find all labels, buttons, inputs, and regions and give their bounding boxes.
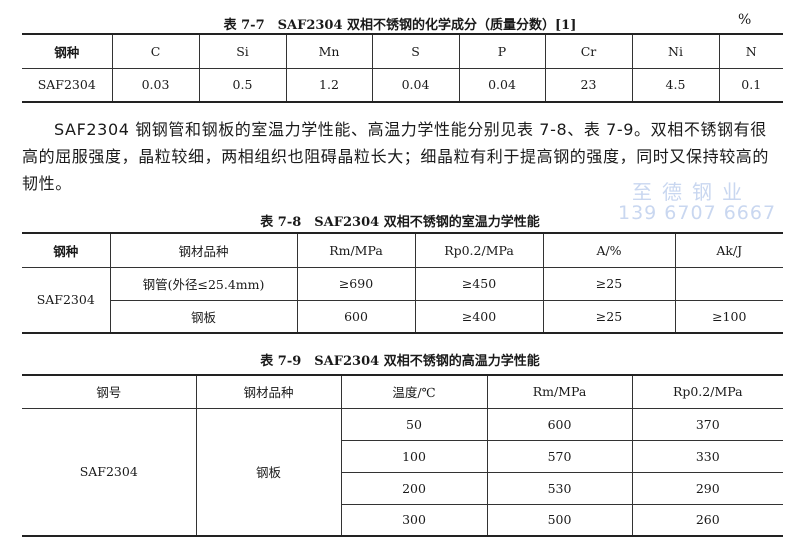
table-row: SAF2304 钢管(外径≤25.4mm) ≥690 ≥450 ≥25 — [22, 266, 783, 334]
cell: 0.1 — [718, 67, 783, 103]
cell: 4.5 — [631, 67, 720, 103]
header-cell: Rp0.2/MPa — [414, 232, 544, 268]
cell: SAF2304 — [22, 67, 113, 103]
cell: ≥100 — [674, 299, 783, 334]
cell: 200 — [341, 471, 488, 505]
header-row: 钢种 钢材品种 Rm/MPa Rp0.2/MPa A/% Ak/J — [22, 232, 783, 268]
cell: 260 — [631, 503, 783, 537]
table-row: SAF2304 钢板 50 600 370 — [22, 407, 783, 537]
cell: 1.2 — [285, 67, 373, 103]
header-cell: 钢材品种 — [195, 374, 342, 409]
cell: 0.04 — [458, 67, 546, 103]
header-row: 钢种 C Si Mn S P Cr Ni N — [22, 33, 783, 69]
table-row: 100 570 330 — [22, 439, 783, 473]
header-cell: Cr — [544, 33, 633, 69]
table-row: 钢板 600 ≥400 ≥25 ≥100 — [22, 299, 783, 334]
table-7-9-caption: 表 7-9 SAF2304 双相不锈钢的高温力学性能 — [260, 354, 540, 369]
cell: 530 — [486, 471, 633, 505]
cell: ≥690 — [296, 266, 416, 301]
cell: ≥450 — [414, 266, 544, 301]
cell: 23 — [544, 67, 633, 103]
cell: 600 — [296, 299, 416, 334]
header-cell: 钢种 — [22, 33, 113, 69]
cell: ≥400 — [414, 299, 544, 334]
cell: 钢板 — [110, 299, 298, 334]
cell: 100 — [341, 439, 488, 473]
header-cell: Rp0.2/MPa — [631, 374, 783, 409]
grade-cell: SAF2304 — [22, 266, 111, 334]
header-cell: 钢号 — [22, 374, 197, 409]
header-cell: A/% — [542, 232, 676, 268]
table-7-7-caption: 表 7-7 SAF2304 双相不锈钢的化学成分（质量分数）[1] — [223, 18, 577, 33]
header-cell: N — [718, 33, 783, 69]
cell: 0.04 — [371, 67, 460, 103]
header-row: 钢号 钢材品种 温度/℃ Rm/MPa Rp0.2/MPa — [22, 374, 783, 409]
cell: 330 — [631, 439, 783, 473]
header-cell: 钢种 — [22, 232, 111, 268]
product-cell: 钢板 — [195, 407, 342, 537]
cell: 0.5 — [198, 67, 287, 103]
table-7-8: 钢种 钢材品种 Rm/MPa Rp0.2/MPa A/% Ak/J SAF230… — [22, 232, 783, 334]
table-7-9: 钢号 钢材品种 温度/℃ Rm/MPa Rp0.2/MPa SAF2304 钢板… — [22, 374, 783, 537]
cell: 600 — [486, 407, 633, 441]
cell: 290 — [631, 471, 783, 505]
body-paragraph: SAF2304 钢钢管和钢板的室温力学性能、高温力学性能分别见表 7-8、表 7… — [22, 120, 770, 193]
grade-cell: SAF2304 — [22, 407, 197, 537]
cell: 570 — [486, 439, 633, 473]
cell: ≥25 — [542, 266, 676, 301]
header-cell: Ak/J — [674, 232, 783, 268]
table-row: SAF2304 0.03 0.5 1.2 0.04 0.04 23 4.5 0.… — [22, 67, 783, 103]
cell: 370 — [631, 407, 783, 441]
cell: ≥25 — [542, 299, 676, 334]
watermark-name: 至德钢业 — [632, 180, 752, 204]
header-cell: Ni — [631, 33, 720, 69]
header-cell: Si — [198, 33, 287, 69]
cell: 钢管(外径≤25.4mm) — [109, 266, 298, 301]
header-cell: Mn — [285, 33, 373, 69]
table-7-8-caption: 表 7-8 SAF2304 双相不锈钢的室温力学性能 — [260, 215, 540, 230]
table-7-7: 钢种 C Si Mn S P Cr Ni N SAF2304 0.03 0.5 … — [22, 33, 783, 103]
header-cell: 钢材品种 — [109, 232, 298, 268]
cell: 50 — [340, 407, 488, 441]
header-cell: 温度/℃ — [340, 374, 488, 409]
cell: 0.03 — [111, 67, 200, 103]
unit-label: % — [738, 12, 752, 28]
header-cell: C — [111, 33, 200, 69]
cell — [674, 266, 783, 301]
table-row: 300 500 260 — [22, 503, 783, 537]
watermark-phone: 139 6707 6667 — [618, 202, 777, 224]
cell: 500 — [486, 503, 633, 537]
header-cell: Rm/MPa — [296, 232, 416, 268]
header-cell: P — [458, 33, 546, 69]
header-cell: S — [371, 33, 460, 69]
cell: 300 — [341, 503, 488, 537]
header-cell: Rm/MPa — [486, 374, 633, 409]
